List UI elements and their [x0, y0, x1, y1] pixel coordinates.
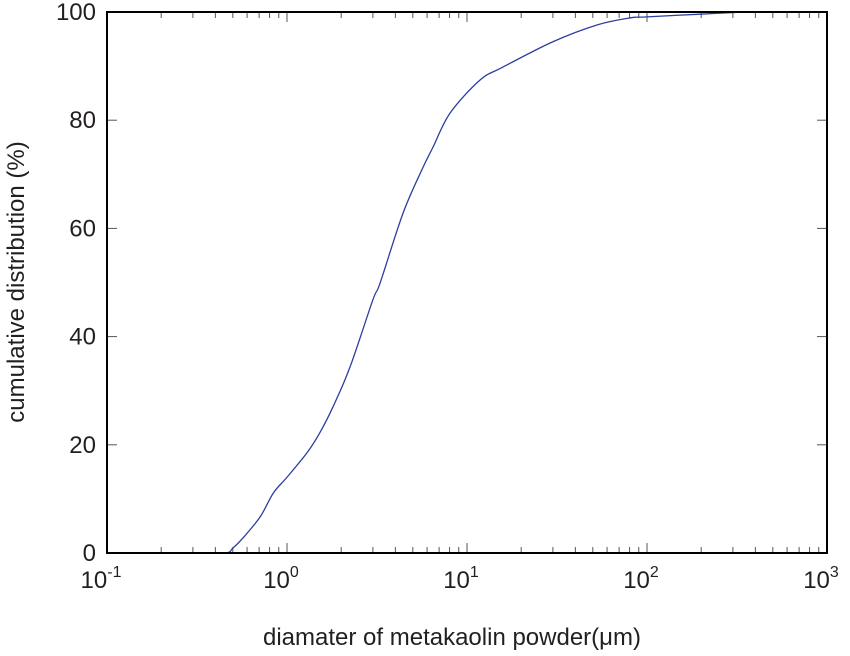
- x-tick-label: 101: [443, 564, 479, 594]
- x-tick-label: 10-1: [81, 564, 122, 594]
- y-tick-label: 100: [56, 0, 96, 26]
- x-tick-label: 102: [623, 564, 659, 594]
- y-tick-label: 0: [83, 540, 96, 567]
- x-tick-label: 100: [263, 564, 299, 594]
- y-tick-label: 20: [69, 432, 96, 459]
- y-tick-label: 40: [69, 324, 96, 351]
- plot-frame: [106, 11, 828, 554]
- y-tick-labels: 0 20 40 60 80 100: [56, 0, 96, 567]
- y-axis-title: cumulative distribution (%): [3, 141, 30, 422]
- x-tick-label: 103: [803, 564, 839, 594]
- x-axis-title: diamater of metakaolin powder(μm): [263, 624, 641, 651]
- y-tick-label: 80: [69, 107, 96, 134]
- y-tick-label: 60: [69, 215, 96, 242]
- series-line-metakaolin: [184, 11, 745, 555]
- x-tick-labels: 10-1 100 101 102 103: [81, 564, 839, 594]
